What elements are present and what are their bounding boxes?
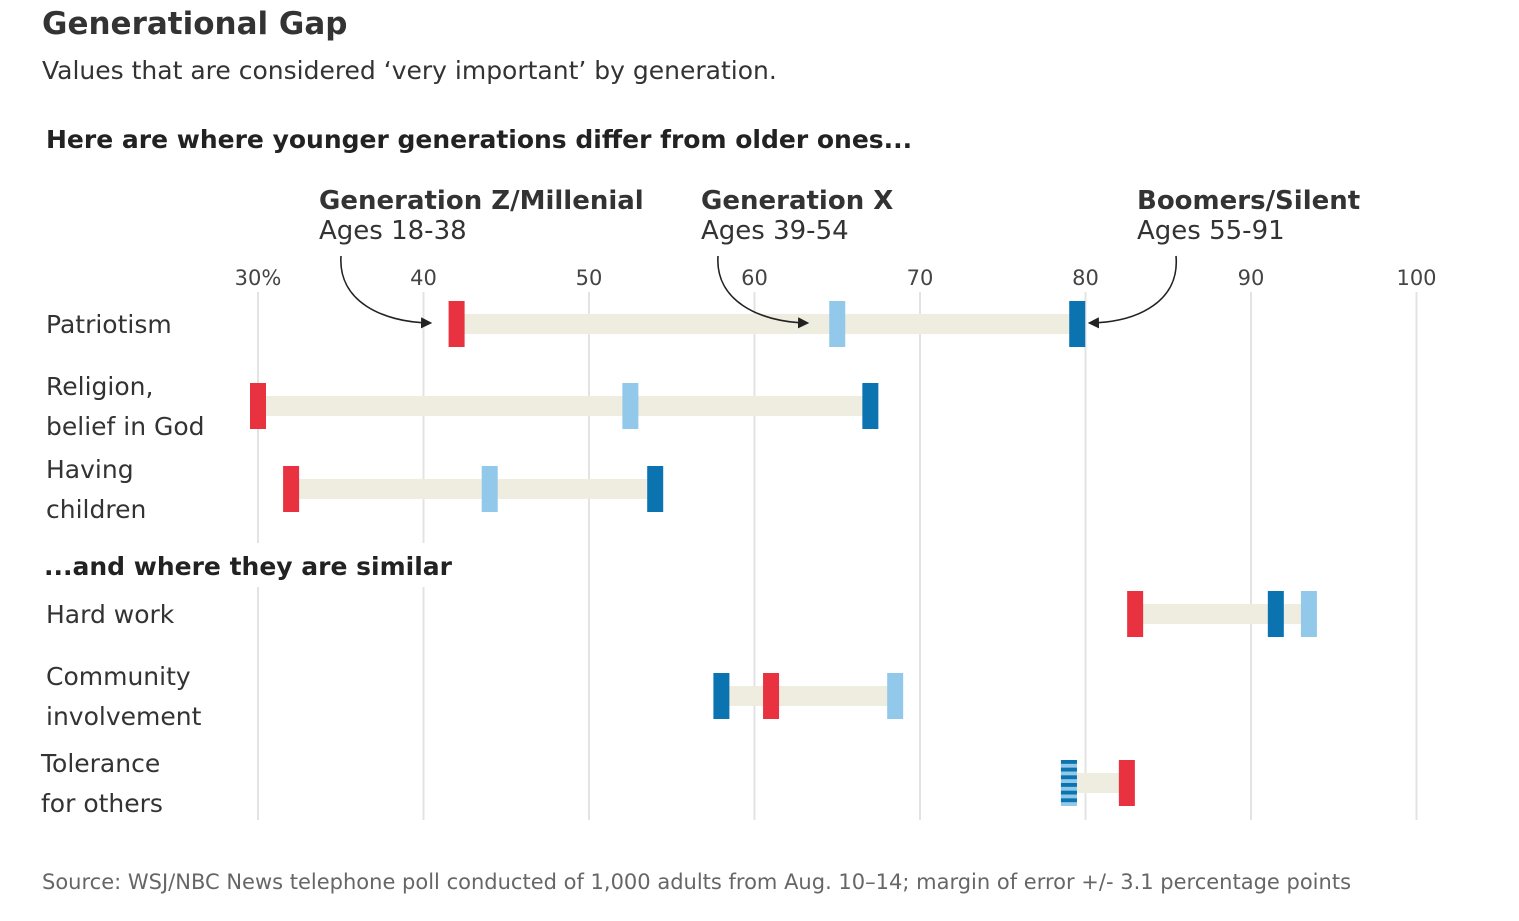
legend-arrow-gen_z_millenial [340, 255, 433, 329]
range-band-row-6 [1068, 773, 1127, 793]
x-axis-ticks: 30% 40 50 60 70 80 90 100 [235, 266, 1437, 290]
row-label-1-line-1: Patriotism [46, 310, 172, 339]
legend-arrow-boomers_silent [1087, 255, 1177, 329]
value-markers [250, 301, 1317, 806]
tick-label-70: 70 [907, 266, 934, 290]
section-heading-backgrounds [40, 543, 425, 587]
marker-row-2-boomers_silent [862, 383, 879, 429]
row-label-6-line-2: for others [41, 789, 163, 818]
row-label-5-line-1: Community [46, 662, 191, 691]
range-band-row-4 [1135, 604, 1309, 624]
section-heading-bg [40, 543, 425, 587]
marker-stripe-6 [1060, 798, 1077, 803]
marker-stripe-5 [1060, 790, 1077, 795]
row-label-2-line-1: Religion, [46, 372, 153, 401]
row-label-5-line-2: involvement [46, 702, 202, 731]
row-label-2-line-2: belief in God [46, 412, 205, 441]
range-band-row-2 [258, 396, 871, 416]
tick-label-40: 40 [410, 266, 437, 290]
marker-row-1-boomers_silent [1069, 301, 1086, 347]
source-note: Source: WSJ/NBC News telephone poll cond… [42, 870, 1352, 894]
legend-name-boomers_silent: Boomers/Silent [1137, 186, 1360, 216]
range-band-row-3 [291, 479, 656, 499]
marker-row-6-gen_z_millenial [1118, 760, 1135, 806]
legend-name-gen_x: Generation X [701, 186, 893, 216]
marker-row-5-boomers_silent [713, 673, 730, 719]
marker-row-3-gen_z_millenial [283, 466, 300, 512]
marker-row-3-boomers_silent [647, 466, 664, 512]
marker-row-5-gen_x [887, 673, 904, 719]
marker-row-6-gen-x-and-boomers [1060, 760, 1077, 806]
tick-label-60: 60 [741, 266, 768, 290]
chart-title: Generational Gap [42, 6, 348, 42]
row-label-3-line-1: Having [46, 455, 134, 484]
marker-row-1-gen_z_millenial [448, 301, 465, 347]
legend-name-gen_z_millenial: Generation Z/Millenial [319, 186, 644, 216]
marker-row-2-gen_z_millenial [250, 383, 266, 429]
chart-subtitle: Values that are considered ‘very importa… [42, 56, 777, 85]
legend-ages-boomers_silent: Ages 55-91 [1137, 216, 1285, 246]
row-label-6-line-1: Tolerance [40, 749, 160, 778]
section-headings: Here are where younger generations diffe… [44, 125, 912, 581]
tick-label-50: 50 [576, 266, 603, 290]
legend-ages-gen_z_millenial: Ages 18-38 [319, 216, 467, 246]
range-band-row-1 [456, 314, 1078, 334]
marker-row-1-gen_x [829, 301, 846, 347]
tick-label-90: 90 [1238, 266, 1265, 290]
row-labels: Patriotism Religion, belief in God Having ch… [40, 310, 205, 818]
section-heading-2: ...and where they are similar [44, 552, 453, 581]
marker-stripe-2 [1060, 767, 1077, 772]
tick-label-30: 30% [235, 266, 282, 290]
tick-label-100: 100 [1396, 266, 1436, 290]
marker-row-4-gen_x [1300, 591, 1317, 637]
tick-label-80: 80 [1072, 266, 1099, 290]
marker-stripe-4 [1060, 783, 1077, 787]
marker-stripe-3 [1060, 775, 1077, 780]
marker-row-2-gen_x [622, 383, 639, 429]
gridlines [257, 292, 1418, 820]
marker-stripe-1 [1060, 760, 1077, 764]
row-label-4-line-1: Hard work [46, 600, 175, 629]
range-band-row-5 [721, 686, 896, 706]
section-heading-1: Here are where younger generations diffe… [46, 125, 912, 154]
legend-ages-gen_x: Ages 39-54 [701, 216, 849, 246]
marker-row-4-boomers_silent [1267, 591, 1284, 637]
marker-row-3-gen_x [481, 466, 498, 512]
row-label-3-line-2: children [46, 495, 146, 524]
marker-row-5-gen_z_millenial [763, 673, 780, 719]
marker-row-4-gen_z_millenial [1127, 591, 1144, 637]
legend-arrow-gen_x [717, 255, 810, 329]
